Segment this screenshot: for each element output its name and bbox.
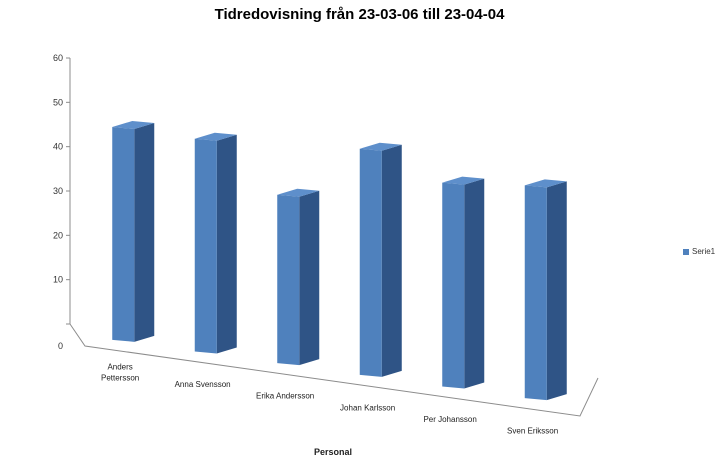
bar	[112, 127, 135, 342]
bar-side	[464, 178, 485, 389]
y-tick-label: 40	[53, 142, 63, 152]
bar	[277, 194, 300, 366]
bar-side	[546, 181, 567, 401]
x-axis-floor	[69, 323, 599, 417]
y-tick-label: 10	[53, 275, 63, 285]
chart-title: Tidredovisning från 23-03-06 till 23-04-…	[214, 6, 505, 23]
bar-top	[359, 142, 402, 151]
x-tick-label: Erika Andersson	[256, 392, 314, 401]
bar	[442, 182, 465, 389]
bar-top	[194, 132, 237, 141]
x-tick-label: Anna Svensson	[175, 380, 231, 389]
bar-side	[299, 190, 320, 366]
x-tick-label: Johan Karlsson	[340, 403, 395, 412]
legend-swatch	[683, 248, 689, 255]
x-tick-label: Per Johansson	[423, 415, 476, 424]
bar	[524, 185, 547, 401]
x-tick-label: Sven Eriksson	[507, 427, 558, 436]
bar-top	[442, 176, 485, 185]
x-tick-label: Pettersson	[101, 373, 139, 382]
bar	[194, 138, 217, 354]
x-tick-label: Anders	[107, 362, 132, 371]
x-axis-title: Personal	[314, 447, 352, 457]
y-tick-label: 30	[53, 186, 63, 196]
axes: 0 10 20 30 40 50 60	[53, 53, 599, 417]
bar-side	[134, 123, 155, 342]
bar-top	[524, 179, 567, 188]
y-tick-label: 0	[58, 341, 63, 351]
bar-top	[112, 121, 155, 130]
bar-side	[381, 144, 402, 377]
category-labels: Anders Pettersson Anna Svensson Erika Ander…	[101, 362, 558, 435]
bar-top	[277, 188, 320, 197]
bar-side	[216, 134, 237, 354]
y-tick-label: 50	[53, 97, 63, 107]
legend: Serie1	[683, 247, 715, 256]
legend-label: Serie1	[692, 247, 716, 256]
bar	[359, 148, 382, 377]
bars	[112, 121, 567, 401]
y-tick-label: 20	[53, 230, 63, 240]
y-tick-label: 60	[53, 53, 63, 63]
